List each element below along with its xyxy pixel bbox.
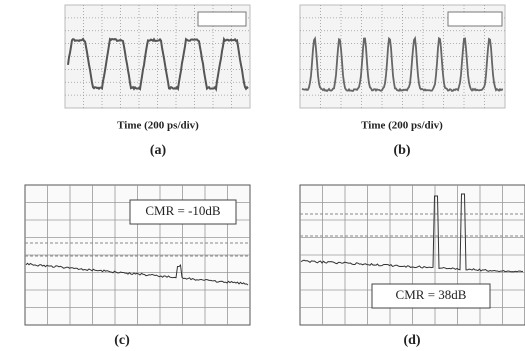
panel-label: (d) (403, 333, 420, 348)
panel-label: (c) (114, 333, 130, 348)
figure: Time (200 ps/div) Time (200 ps/div) (a) … (0, 0, 525, 351)
panel-label: (a) (150, 143, 167, 158)
caption: Time (200 ps/div) (361, 120, 443, 132)
caption: Time (200 ps/div) (117, 120, 199, 132)
inset-b (448, 12, 502, 26)
panel-label: (b) (393, 143, 410, 158)
annotation: CMR = -10dB (145, 203, 221, 218)
inset-a (198, 12, 246, 26)
annotation: CMR = 38dB (396, 287, 467, 302)
